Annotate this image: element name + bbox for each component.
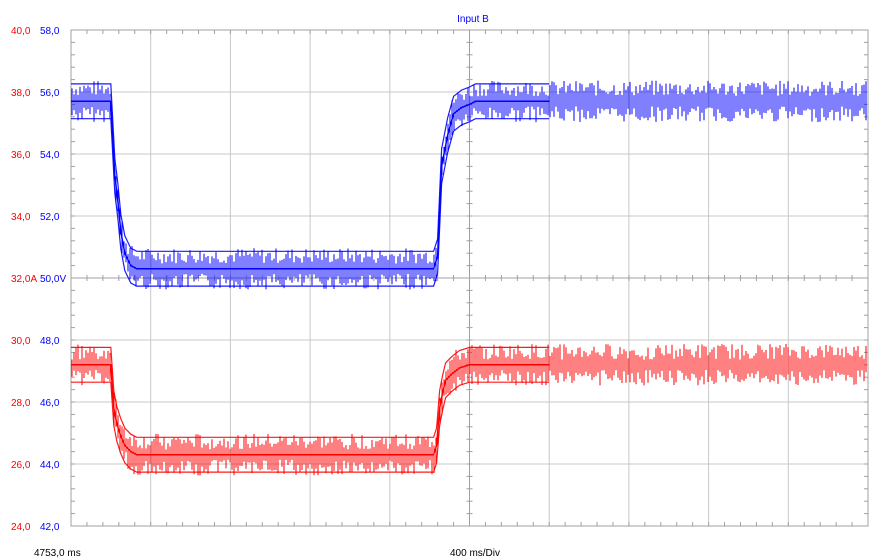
left-axis-tick-label: 36,0	[11, 150, 31, 161]
left-axis-tick-label: 32,0A	[11, 274, 37, 285]
traces	[71, 80, 867, 476]
trace-line	[71, 364, 550, 456]
right-axis-tick-label: 50,0V	[40, 274, 66, 285]
left-axis-tick-label: 24,0	[11, 522, 31, 533]
x-scale-label: 400 ms/Div	[450, 548, 500, 559]
left-axis-tick-label: 34,0	[11, 212, 31, 223]
left-axis-tick-label: 30,0	[11, 336, 31, 347]
trace-line	[71, 100, 550, 270]
right-axis-tick-label: 56,0	[40, 88, 60, 99]
left-axis-tick-label: 40,0	[11, 26, 31, 37]
left-axis-tick-label: 28,0	[11, 398, 31, 409]
trace-noise-lower	[71, 118, 550, 287]
left-axis-tick-label: 26,0	[11, 460, 31, 471]
right-axis-tick-label: 54,0	[40, 150, 60, 161]
axis-labels: 40,0 38,0 36,0 34,0 32,0A 30,0 28,0 26,0 24,0 58,…	[11, 26, 66, 533]
right-axis-tick-label: 46,0	[40, 398, 60, 409]
right-axis-tick-label: 58,0	[40, 26, 60, 37]
trace-noise-upper	[71, 83, 550, 252]
x-start-label: 4753,0 ms	[34, 548, 81, 559]
right-axis-tick-label: 52,0	[40, 212, 60, 223]
left-axis-tick-label: 38,0	[11, 88, 31, 99]
right-axis-tick-label: 42,0	[40, 522, 60, 533]
right-axis-tick-label: 44,0	[40, 460, 60, 471]
right-axis-tick-label: 48,0	[40, 336, 60, 347]
trace-noise-lower	[71, 381, 550, 473]
chart-title: Input B	[457, 14, 489, 25]
